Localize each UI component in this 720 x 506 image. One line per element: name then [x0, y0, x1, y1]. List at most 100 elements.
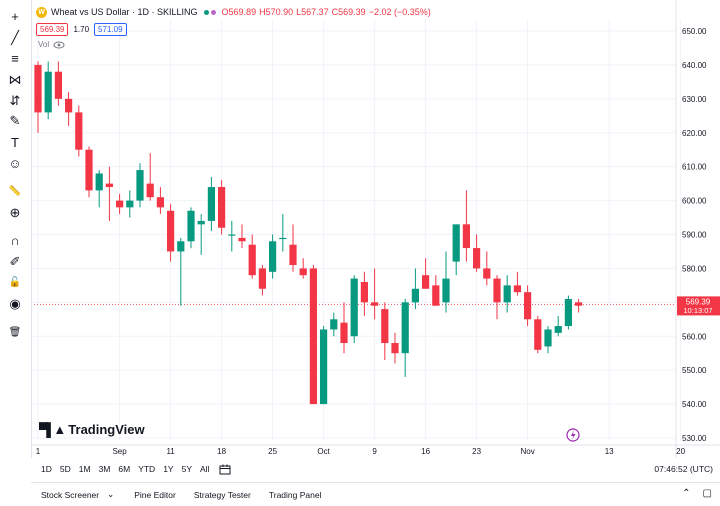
emoji-icon[interactable]: ☺	[8, 156, 22, 171]
candle-body[interactable]	[452, 224, 460, 262]
candle-body[interactable]	[75, 112, 83, 150]
candle-body[interactable]	[136, 170, 144, 201]
fib-icon[interactable]: ≡	[11, 51, 19, 66]
candle-body[interactable]	[34, 64, 42, 113]
candle-body[interactable]	[360, 281, 368, 303]
candle-body[interactable]	[126, 200, 134, 208]
candle-body[interactable]	[167, 210, 175, 252]
maximize-icon[interactable]: ▢	[702, 488, 712, 499]
trend-line-icon[interactable]: ╱	[11, 30, 19, 45]
candle-body[interactable]	[575, 302, 583, 306]
candle-body[interactable]	[554, 326, 562, 333]
candle-body[interactable]	[381, 309, 389, 344]
candle-body[interactable]	[503, 285, 511, 303]
timeframe-1y[interactable]: 1Y	[163, 464, 174, 474]
magnet-icon[interactable]: ∩	[10, 233, 20, 248]
candle-body[interactable]	[228, 234, 236, 236]
lock-icon[interactable]: 🔓	[8, 277, 22, 288]
candle-body[interactable]	[146, 183, 154, 198]
candle-body[interactable]	[524, 292, 532, 320]
candle-body[interactable]	[85, 149, 93, 191]
candle-body[interactable]	[350, 278, 358, 337]
candle-body[interactable]	[544, 329, 552, 347]
candle-body[interactable]	[473, 248, 481, 269]
tab-stock-screener[interactable]: Stock Screener	[41, 489, 100, 500]
screener-chevron-icon[interactable]: ⌄	[107, 489, 115, 499]
candle-body[interactable]	[309, 268, 317, 405]
tab-pine-editor[interactable]: Pine Editor	[134, 489, 176, 500]
zoom-icon[interactable]: ⊕	[9, 205, 21, 220]
candle-body[interactable]	[279, 237, 287, 240]
symbol-title[interactable]: Wheat vs US Dollar · 1D · SKILLING	[51, 7, 198, 17]
time-tick-label: 13	[605, 447, 614, 456]
timeframe-all[interactable]: All	[200, 464, 210, 474]
candle-body[interactable]	[44, 71, 52, 113]
timeframe-ytd[interactable]: YTD	[138, 464, 156, 474]
candle-body[interactable]	[177, 241, 185, 252]
candle-body[interactable]	[207, 187, 215, 221]
timeframe-1m[interactable]: 1M	[78, 464, 91, 474]
trash-icon[interactable]: 🗑	[8, 327, 22, 338]
candle-body[interactable]	[493, 278, 501, 303]
timeframe-5d[interactable]: 5D	[59, 464, 71, 474]
candle-body[interactable]	[422, 275, 430, 289]
candle-body[interactable]	[116, 200, 124, 208]
volume-legend: Vol	[38, 40, 65, 49]
timeframe-1d[interactable]: 1D	[41, 464, 52, 474]
timeframe-3m[interactable]: 3M	[98, 464, 111, 474]
candle-body[interactable]	[411, 288, 419, 303]
tab-trading-panel[interactable]: Trading Panel	[268, 489, 322, 500]
candle-body[interactable]	[371, 302, 379, 306]
measure-icon[interactable]: ⇵	[9, 93, 21, 108]
text-icon[interactable]: T	[11, 135, 19, 150]
candle-body[interactable]	[442, 278, 450, 303]
ohlc-close: C569.39	[331, 7, 366, 17]
candle-body[interactable]	[513, 285, 521, 293]
candle-body[interactable]	[462, 224, 470, 249]
candle-body[interactable]	[330, 319, 338, 330]
lightning-bolt-icon	[571, 430, 576, 440]
candle-body[interactable]	[105, 183, 113, 188]
brush-icon[interactable]: ✎	[9, 113, 21, 128]
time-tick-label: 16	[421, 447, 430, 456]
candle-body[interactable]	[95, 173, 103, 191]
candle-body[interactable]	[483, 268, 491, 279]
date-range-icon[interactable]	[219, 464, 231, 475]
crosshair-icon[interactable]: +	[11, 9, 19, 24]
candle-body[interactable]	[320, 329, 328, 405]
sell-price-button[interactable]: 569.39	[36, 23, 69, 36]
candle-body[interactable]	[197, 220, 205, 225]
eye-icon[interactable]	[53, 41, 65, 49]
candle-body[interactable]	[340, 322, 348, 344]
candle-body[interactable]	[534, 319, 542, 350]
tab-strategy-tester[interactable]: Strategy Tester	[193, 489, 251, 500]
candle-body[interactable]	[258, 268, 266, 289]
lock-draw-icon[interactable]: ✐	[9, 254, 21, 269]
pattern-icon[interactable]: ⋈	[8, 72, 22, 87]
candle-body[interactable]	[156, 197, 164, 208]
candle-body[interactable]	[432, 285, 440, 306]
candle-body[interactable]	[289, 244, 297, 266]
candle-body[interactable]	[54, 71, 62, 99]
candle-body[interactable]	[401, 302, 409, 354]
lightning-icon[interactable]	[566, 428, 580, 442]
tradingview-logo[interactable]: ▀▌▲ TradingView	[39, 422, 145, 437]
candle-body[interactable]	[65, 98, 73, 113]
candle-body[interactable]	[187, 210, 195, 242]
candle-body[interactable]	[269, 241, 277, 272]
candle-body[interactable]	[564, 298, 572, 327]
price-tick-label: 550.00	[682, 366, 707, 375]
candle-body[interactable]	[248, 244, 256, 276]
timeframe-6m[interactable]: 6M	[118, 464, 131, 474]
ruler-icon[interactable]: 📏	[8, 186, 22, 197]
timeframe-5y[interactable]: 5Y	[181, 464, 192, 474]
candlestick-chart[interactable]: 530.00540.00550.00560.00570.00580.00590.…	[0, 0, 720, 460]
buy-price-button[interactable]: 571.09	[94, 23, 127, 36]
candle-body[interactable]	[218, 187, 226, 228]
utc-clock[interactable]: 07:46:52 (UTC)	[654, 464, 713, 474]
candle-body[interactable]	[391, 343, 399, 354]
candle-body[interactable]	[299, 268, 307, 276]
eye-icon[interactable]: ◉	[9, 296, 21, 311]
candle-body[interactable]	[238, 237, 246, 242]
chevron-up-icon[interactable]: ⌃	[682, 488, 691, 499]
